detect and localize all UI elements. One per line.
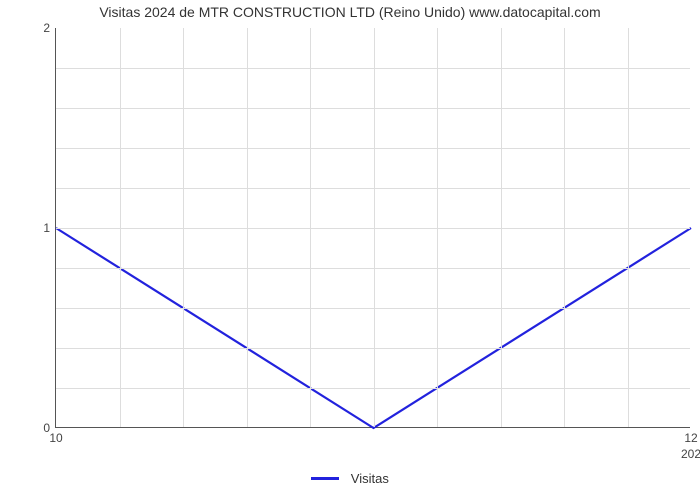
grid-line-horizontal (56, 148, 690, 149)
grid-line-horizontal (56, 188, 690, 189)
grid-line-horizontal (56, 348, 690, 349)
y-tick-label: 2 (43, 21, 56, 35)
legend-label: Visitas (351, 471, 389, 486)
grid-line-horizontal (56, 268, 690, 269)
grid-line-horizontal (56, 308, 690, 309)
x-tick-label: 10 (49, 427, 62, 445)
grid-line-horizontal (56, 108, 690, 109)
plot-area: 0121012202 (55, 28, 690, 428)
grid-line-horizontal (56, 228, 690, 229)
x-sub-label: 202 (681, 427, 700, 461)
chart-container: Visitas 2024 de MTR CONSTRUCTION LTD (Re… (0, 0, 700, 500)
legend-swatch (311, 477, 339, 480)
grid-line-horizontal (56, 68, 690, 69)
y-tick-label: 1 (43, 221, 56, 235)
grid-line-horizontal (56, 388, 690, 389)
chart-title: Visitas 2024 de MTR CONSTRUCTION LTD (Re… (0, 4, 700, 20)
legend: Visitas (0, 470, 700, 486)
